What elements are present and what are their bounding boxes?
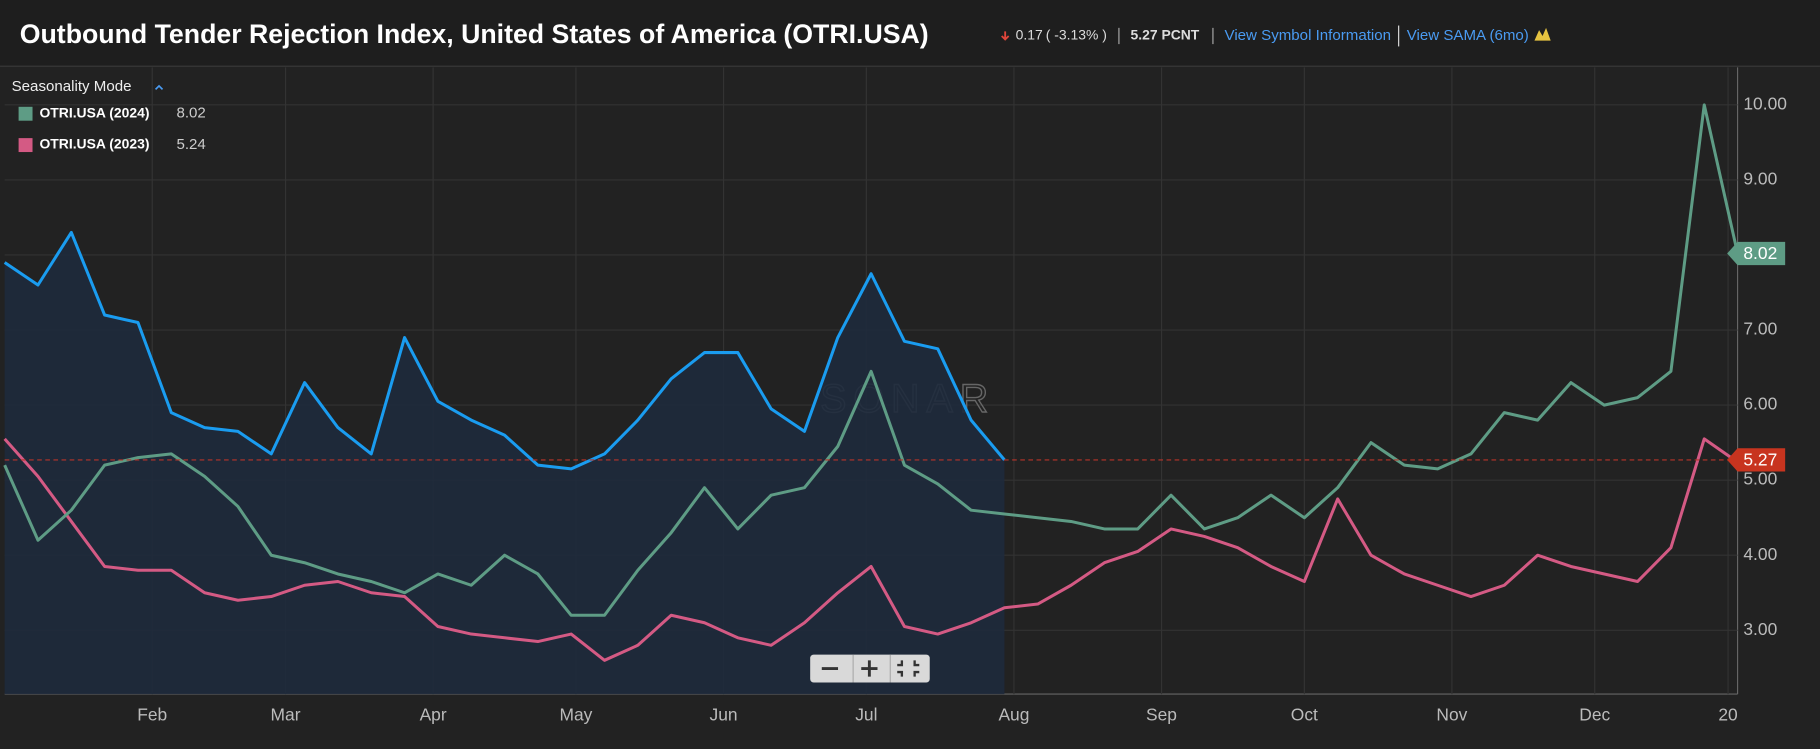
value-pill-label: 8.02 (1743, 243, 1777, 263)
down-arrow (1001, 31, 1010, 41)
mode-label[interactable]: Seasonality Mode (12, 78, 132, 95)
y-tick-label: 7.00 (1743, 319, 1777, 339)
y-tick-label: 4.00 (1743, 544, 1777, 564)
x-tick-label: Jun (709, 705, 737, 725)
plot: SONAR (3, 67, 1740, 695)
x-tick-label: Feb (137, 705, 167, 725)
caret (154, 84, 164, 90)
y-tick-label: 6.00 (1743, 394, 1777, 414)
series-line (3, 103, 1740, 617)
legend-swatch (18, 138, 33, 153)
x-tick-label: Nov (1436, 705, 1467, 725)
x-tick-label: Aug (998, 705, 1029, 725)
sama-icon (1534, 27, 1551, 41)
header-bar (0, 0, 1820, 67)
series-line (3, 437, 1739, 662)
legend-swatch (18, 106, 33, 121)
link[interactable]: View Symbol Information (1225, 27, 1392, 44)
x-tick-label: May (560, 705, 593, 725)
x-tick-label: Mar (271, 705, 301, 725)
x-tick-label: Jul (855, 705, 877, 725)
x-tick-label: Dec (1579, 705, 1610, 725)
area-fill (4, 232, 1005, 695)
value-pill-label: 5.27 (1743, 450, 1777, 470)
y-tick-label: 3.00 (1743, 619, 1777, 639)
zoom-controls (810, 654, 930, 683)
last-value: 5.27 PCNT (1131, 27, 1200, 43)
x-tick-label: Oct (1291, 705, 1318, 725)
value-pill (1727, 241, 1786, 266)
y-tick-label: 10.00 (1743, 93, 1787, 113)
legend-value: 8.02 (176, 105, 205, 122)
change-pct: ( -3.13% ) (1046, 27, 1107, 43)
zoom-reset[interactable] (897, 660, 920, 677)
link[interactable]: View SAMA (6mo) (1407, 27, 1529, 44)
legend-label: OTRI.USA (2023) (39, 136, 149, 152)
x-tick-label: 20 (1718, 705, 1737, 725)
y-tick-label: 9.00 (1743, 169, 1777, 189)
chart-title: Outbound Tender Rejection Index, United … (20, 19, 929, 49)
y-tick-label: 5.00 (1743, 469, 1777, 489)
value-pill (1727, 448, 1786, 472)
legend-value: 5.24 (176, 136, 205, 153)
zoom-in[interactable] (861, 660, 878, 677)
change: 0.17 (1016, 27, 1043, 43)
series-line (3, 230, 1006, 471)
legend-label: OTRI.USA (2024) (39, 104, 149, 120)
x-tick-label: Apr (420, 705, 447, 725)
x-tick-label: Sep (1146, 705, 1177, 725)
